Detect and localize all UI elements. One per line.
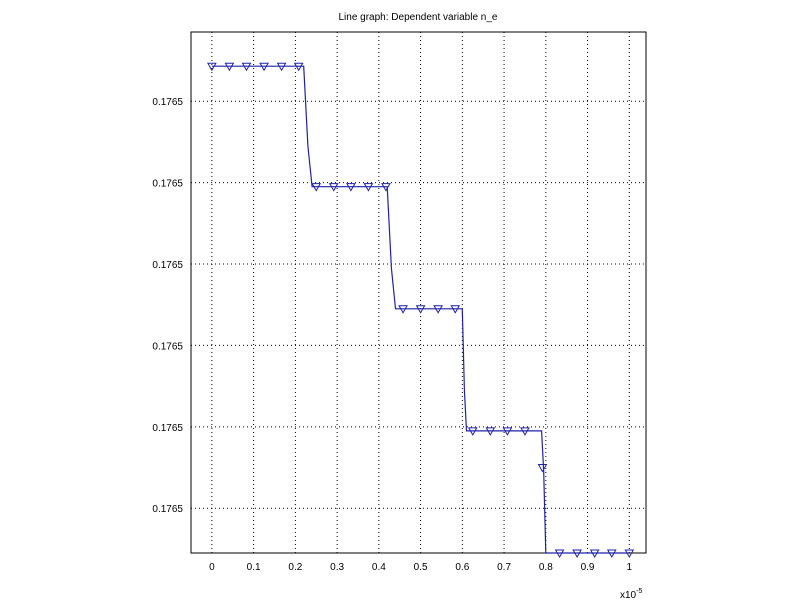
- data-point-marker: [276, 62, 287, 72]
- data-point-marker: [398, 305, 408, 314]
- x-tick-label: 0.8: [539, 562, 553, 573]
- data-point-marker: [241, 62, 252, 72]
- data-point-marker: [537, 464, 548, 473]
- data-point-marker: [207, 62, 217, 72]
- data-point-marker: [259, 62, 269, 72]
- data-point-marker: [363, 183, 374, 192]
- data-point-marker: [554, 549, 565, 559]
- data-point-marker: [450, 305, 461, 314]
- data-point-marker: [381, 183, 391, 192]
- x-tick-label: 0: [209, 562, 215, 573]
- data-point-marker: [589, 549, 600, 559]
- data-point-marker: [485, 427, 496, 436]
- y-tick-labels: 0.1765 0.1765 0.1765 0.1765 0.1765 0.1765: [152, 97, 183, 515]
- data-point-marker: [502, 427, 513, 436]
- chart-title: Line graph: Dependent variable n_e: [338, 12, 497, 23]
- x-multiplier-exponent: -5: [636, 588, 642, 595]
- series-line: [211, 65, 630, 554]
- x-tick-label: 1: [627, 562, 633, 573]
- x-tick-label: 0.2: [288, 562, 302, 573]
- axes-box: [190, 31, 647, 554]
- data-point-marker: [572, 549, 582, 559]
- y-tick-label: 0.1765: [152, 179, 183, 190]
- data-point-marker: [606, 549, 617, 559]
- x-multiplier-label: x10-5: [620, 588, 642, 600]
- x-tick-label: 0.4: [372, 562, 386, 573]
- x-multiplier-base: x10: [620, 590, 637, 600]
- data-point-marker: [520, 427, 530, 436]
- y-tick-label: 0.1765: [152, 97, 183, 108]
- data-point-marker: [624, 549, 635, 559]
- data-point-marker: [293, 62, 304, 72]
- grid-lines: [191, 32, 646, 553]
- y-tick-label: 0.1765: [152, 423, 183, 434]
- data-point-marker: [224, 62, 235, 72]
- data-point-marker: [346, 183, 356, 192]
- data-point-marker: [415, 305, 426, 314]
- data-point-marker: [433, 305, 443, 314]
- x-tick-label: 0.1: [247, 562, 261, 573]
- data-point-marker: [311, 183, 322, 192]
- data-point-marker: [328, 183, 339, 192]
- x-tick-label: 0.3: [330, 562, 344, 573]
- x-tick-label: 0.9: [581, 562, 595, 573]
- x-tick-label: 0.7: [497, 562, 511, 573]
- y-tick-label: 0.1765: [152, 504, 183, 515]
- y-tick-label: 0.1765: [152, 341, 183, 352]
- series-group: [207, 62, 635, 559]
- x-tick-labels: 0 0.1 0.2 0.3 0.4 0.5 0.6 0.7 0.8 0.9 1: [209, 562, 632, 573]
- data-point-marker: [467, 427, 478, 436]
- x-tick-label: 0.5: [414, 562, 428, 573]
- x-tick-label: 0.6: [455, 562, 469, 573]
- y-tick-label: 0.1765: [152, 260, 183, 271]
